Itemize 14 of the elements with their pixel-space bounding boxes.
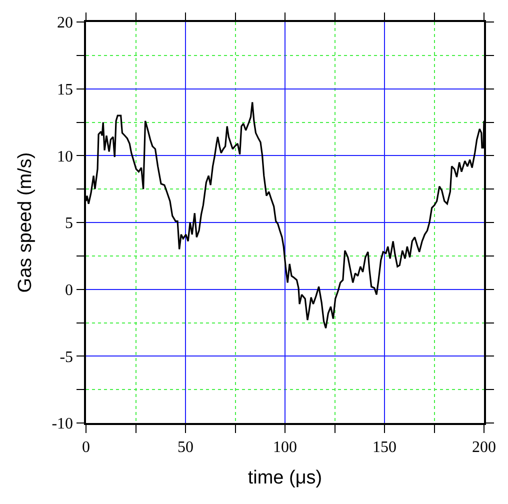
x-tick-label: 200 [472, 438, 496, 456]
y-tick-label: 10 [57, 148, 74, 166]
x-axis-title: time (μs) [248, 467, 322, 488]
x-tick-label: 100 [273, 438, 297, 456]
x-tick-label: 50 [178, 438, 194, 456]
y-axis-title: Gas speed (m/s) [15, 152, 36, 293]
y-tick-label: 15 [57, 81, 74, 98]
x-tick-label: 150 [372, 438, 396, 456]
y-tick-label: -5 [60, 348, 74, 366]
y-tick-label: -10 [52, 416, 74, 433]
x-tick-label: 0 [82, 438, 90, 456]
y-tick-label: 20 [57, 14, 74, 32]
y-tick-label: 5 [65, 215, 74, 232]
y-tick-label: 0 [65, 282, 74, 299]
